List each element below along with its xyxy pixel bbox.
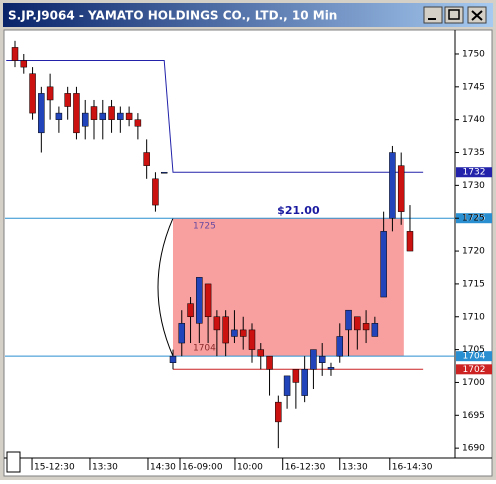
candle-body <box>160 171 168 174</box>
close-icon <box>471 10 483 21</box>
maximize-icon <box>448 9 460 20</box>
candle-body <box>11 47 19 61</box>
candle-body <box>46 86 54 101</box>
candle-body <box>29 73 36 114</box>
candle-body <box>371 323 379 337</box>
candle-body <box>301 369 308 396</box>
candle-body <box>196 277 203 324</box>
candle-body <box>90 106 98 120</box>
candle-body <box>354 316 361 331</box>
candle-body <box>143 152 150 166</box>
y-tick-label: 1700 <box>462 378 485 388</box>
candle-body <box>292 369 300 383</box>
candle-body <box>336 336 344 357</box>
x-tick-label: 13:30 <box>92 463 118 473</box>
level-tag-label: 1725 <box>463 214 486 224</box>
level-tag-label: 1702 <box>463 365 486 375</box>
y-tick-label: 1715 <box>462 279 485 289</box>
candle-body <box>134 119 142 127</box>
candle-body <box>239 329 247 337</box>
candle-body <box>55 112 63 120</box>
candle-body <box>327 367 335 370</box>
candle-body <box>178 323 186 344</box>
candle-body <box>389 152 396 219</box>
range-bottom-label: 1704 <box>193 344 216 354</box>
candle-body <box>318 355 326 363</box>
candle-body <box>38 93 45 134</box>
title-bar <box>3 3 493 27</box>
candle-body <box>266 355 273 370</box>
y-tick-label: 1725 <box>462 214 485 224</box>
candle-body <box>73 93 80 134</box>
range-arc <box>157 218 174 357</box>
x-tick-label: 10:00 <box>237 463 263 473</box>
candle-body <box>213 316 221 331</box>
candle-body <box>380 231 387 298</box>
overlay-tag <box>456 167 492 178</box>
level-tag <box>456 364 492 375</box>
candle-body <box>345 309 352 331</box>
candle-body <box>362 323 370 331</box>
candle-body <box>125 112 133 120</box>
level-tag-label: 1704 <box>463 352 486 362</box>
candle-body <box>152 178 159 206</box>
overlay-line <box>6 60 424 173</box>
candle-body <box>283 375 291 396</box>
candle-body <box>169 355 177 363</box>
level-tag <box>456 213 492 224</box>
candle-body <box>397 165 405 212</box>
y-tick-label: 1745 <box>462 82 485 92</box>
x-tick-label: 15-12:30 <box>34 463 75 473</box>
range-top-label: 1725 <box>193 222 216 232</box>
candle-body <box>406 231 414 252</box>
x-tick-label: 16-14:30 <box>392 463 433 473</box>
candle-body <box>187 303 194 318</box>
y-tick-label: 1695 <box>462 411 485 421</box>
y-tick-label: 1750 <box>462 49 485 59</box>
x-tick-label: 13:30 <box>342 463 368 473</box>
candle-body <box>117 112 124 120</box>
x-tick-label: 16-12:30 <box>285 463 326 473</box>
corner-box <box>6 451 21 473</box>
y-tick-label: 1730 <box>462 181 485 191</box>
y-tick-label: 1705 <box>462 345 485 355</box>
range-diff-label: $21.00 <box>277 204 320 217</box>
candle-body <box>204 283 212 318</box>
candle-body <box>20 60 28 68</box>
candle-body <box>108 106 115 120</box>
y-tick-label: 1710 <box>462 312 485 322</box>
y-tick-label: 1720 <box>462 247 485 257</box>
candle-body <box>64 93 71 107</box>
window-buttons[interactable] <box>423 6 487 24</box>
candle-body <box>257 349 265 357</box>
y-tick-label: 1690 <box>462 444 485 454</box>
minimize-button[interactable] <box>423 6 443 24</box>
candle-body <box>275 401 282 423</box>
candle-body <box>310 349 317 370</box>
candle-body <box>231 329 238 337</box>
x-tick-label: 14:30 <box>150 463 176 473</box>
candle-body <box>222 316 229 344</box>
candle-body <box>81 112 89 127</box>
x-tick-label: 16-09:00 <box>182 463 223 473</box>
y-tick-label: 1735 <box>462 148 485 158</box>
candle-body <box>99 112 107 120</box>
candle-body <box>248 329 256 350</box>
level-tag <box>456 351 492 362</box>
range-box <box>172 218 404 357</box>
overlay-tag-label: 1732 <box>463 168 486 178</box>
y-tick-label: 1740 <box>462 115 485 125</box>
chart-title: S.JP.J9064 - YAMATO HOLDINGS CO., LTD., … <box>8 9 337 23</box>
